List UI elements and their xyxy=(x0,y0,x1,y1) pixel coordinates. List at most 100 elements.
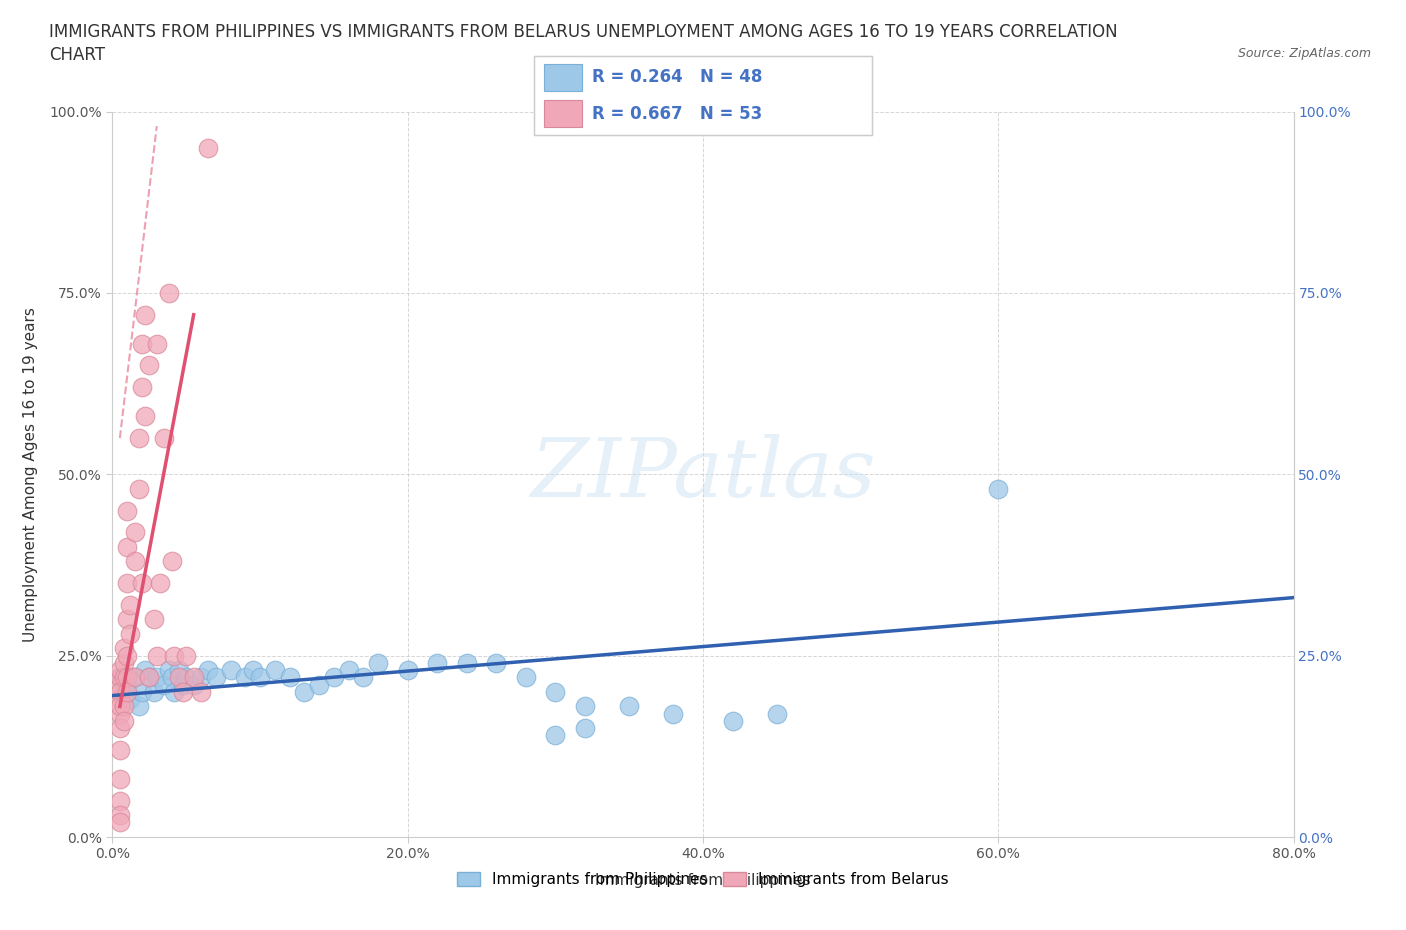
Point xyxy=(131,337,153,352)
Point xyxy=(112,713,135,728)
Point xyxy=(117,648,138,663)
FancyBboxPatch shape xyxy=(544,100,582,127)
Point xyxy=(721,713,744,728)
Point xyxy=(108,772,131,787)
Point xyxy=(108,742,131,757)
Point xyxy=(485,656,508,671)
Point xyxy=(117,677,138,692)
Point xyxy=(157,663,180,678)
Point xyxy=(142,684,165,699)
Point xyxy=(153,431,176,445)
Point xyxy=(160,554,183,569)
Point xyxy=(172,684,194,699)
Point xyxy=(131,379,153,394)
Point xyxy=(108,670,131,684)
Point xyxy=(108,808,131,823)
Point xyxy=(108,677,131,692)
Point xyxy=(987,482,1010,497)
Point xyxy=(574,721,596,736)
Point xyxy=(160,670,183,684)
Point xyxy=(146,337,169,352)
Point xyxy=(352,670,374,684)
Point xyxy=(153,677,176,692)
Point xyxy=(205,670,228,684)
Point xyxy=(117,503,138,518)
Point xyxy=(456,656,478,671)
Point xyxy=(167,663,190,678)
Point xyxy=(120,627,142,642)
Point xyxy=(112,670,135,684)
Point xyxy=(292,684,315,699)
Point xyxy=(117,670,138,684)
Point xyxy=(426,656,449,671)
Point xyxy=(249,670,271,684)
Point xyxy=(146,670,169,684)
Point xyxy=(112,641,135,656)
Point xyxy=(108,793,131,808)
Point xyxy=(128,431,150,445)
Point xyxy=(117,576,138,591)
Point xyxy=(157,286,180,300)
Point xyxy=(124,670,146,684)
Point xyxy=(131,684,153,699)
Point xyxy=(163,684,186,699)
Point xyxy=(197,663,219,678)
Legend: Immigrants from Philippines, Immigrants from Belarus: Immigrants from Philippines, Immigrants … xyxy=(450,864,956,895)
Point xyxy=(264,663,287,678)
Point xyxy=(619,699,641,714)
Point xyxy=(108,663,131,678)
Point xyxy=(108,670,131,684)
Point xyxy=(134,307,156,322)
Text: IMMIGRANTS FROM PHILIPPINES VS IMMIGRANTS FROM BELARUS UNEMPLOYMENT AMONG AGES 1: IMMIGRANTS FROM PHILIPPINES VS IMMIGRANT… xyxy=(49,23,1118,41)
Point xyxy=(172,677,194,692)
Point xyxy=(544,684,567,699)
Point xyxy=(124,670,146,684)
Point xyxy=(174,670,197,684)
Point xyxy=(138,670,160,684)
Point xyxy=(108,721,131,736)
Point xyxy=(278,670,301,684)
Point xyxy=(124,525,146,539)
Point xyxy=(163,648,186,663)
Point xyxy=(128,482,150,497)
Point xyxy=(146,648,169,663)
Point xyxy=(219,663,242,678)
Point xyxy=(138,670,160,684)
Point xyxy=(367,656,389,671)
Point xyxy=(183,677,205,692)
Text: Source: ZipAtlas.com: Source: ZipAtlas.com xyxy=(1237,46,1371,60)
Point xyxy=(134,409,156,424)
Point xyxy=(117,684,138,699)
Point xyxy=(337,663,360,678)
Point xyxy=(662,706,685,721)
Point xyxy=(112,656,135,671)
Point xyxy=(134,663,156,678)
Point xyxy=(108,699,131,714)
Point xyxy=(108,692,131,707)
Point xyxy=(233,670,256,684)
Point xyxy=(190,684,212,699)
Point xyxy=(108,706,131,721)
Point xyxy=(120,692,142,707)
Point xyxy=(112,699,135,714)
Point xyxy=(190,670,212,684)
Point xyxy=(544,728,567,743)
Text: R = 0.264   N = 48: R = 0.264 N = 48 xyxy=(592,68,762,86)
Point xyxy=(128,699,150,714)
Point xyxy=(515,670,537,684)
Point xyxy=(308,677,330,692)
X-axis label: Immigrants from Philippines: Immigrants from Philippines xyxy=(595,872,811,887)
Point xyxy=(574,699,596,714)
Point xyxy=(142,612,165,627)
Point xyxy=(323,670,346,684)
Y-axis label: Unemployment Among Ages 16 to 19 years: Unemployment Among Ages 16 to 19 years xyxy=(24,307,38,642)
Point xyxy=(174,648,197,663)
Point xyxy=(131,576,153,591)
Point xyxy=(120,597,142,612)
Point xyxy=(183,670,205,684)
Text: CHART: CHART xyxy=(49,46,105,64)
Point xyxy=(197,140,219,155)
FancyBboxPatch shape xyxy=(544,64,582,90)
Point xyxy=(766,706,789,721)
Point xyxy=(167,670,190,684)
